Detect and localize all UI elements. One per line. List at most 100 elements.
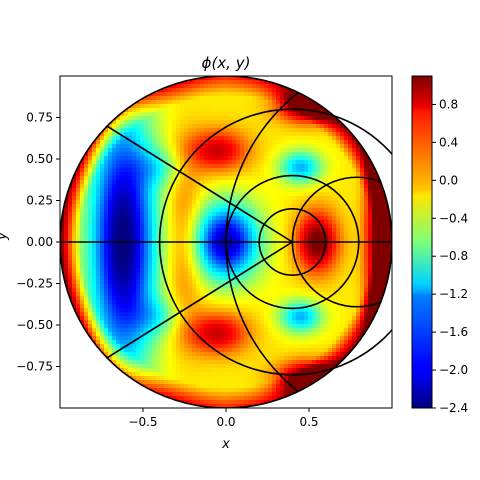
heatmap-cell: [196, 124, 201, 129]
heatmap-cell: [244, 312, 249, 317]
heatmap-cell: [108, 200, 113, 205]
heatmap-cell: [152, 160, 157, 165]
heatmap-cell: [152, 120, 157, 125]
heatmap-cell: [172, 92, 177, 97]
heatmap-cell: [84, 244, 89, 249]
heatmap-cell: [268, 176, 273, 181]
heatmap-cell: [220, 216, 225, 221]
heatmap-cell: [280, 344, 285, 349]
heatmap-cell: [72, 216, 77, 221]
heatmap-cell: [172, 108, 177, 113]
heatmap-cell: [96, 220, 101, 225]
heatmap-cell: [184, 400, 189, 405]
heatmap-cell: [112, 248, 117, 253]
heatmap-cell: [188, 184, 193, 189]
heatmap-cell: [184, 176, 189, 181]
heatmap-cell: [152, 260, 157, 265]
heatmap-cell: [92, 332, 97, 337]
heatmap-cell: [172, 100, 177, 105]
heatmap-cell: [156, 100, 161, 105]
heatmap-cell: [236, 148, 241, 153]
heatmap-cell: [204, 396, 209, 401]
heatmap-cell: [260, 104, 265, 109]
heatmap-cell: [168, 384, 173, 389]
heatmap-cell: [180, 120, 185, 125]
heatmap-cell: [192, 300, 197, 305]
heatmap-cell: [180, 352, 185, 357]
heatmap-cell: [68, 208, 73, 213]
heatmap-cell: [212, 136, 217, 141]
heatmap-cell: [220, 276, 225, 281]
heatmap-cell: [252, 132, 257, 137]
heatmap-cell: [160, 360, 165, 365]
heatmap-cell: [288, 152, 293, 157]
heatmap-cell: [184, 80, 189, 85]
heatmap-cell: [140, 236, 145, 241]
heatmap-cell: [96, 148, 101, 153]
heatmap-cell: [240, 140, 245, 145]
heatmap-cell: [272, 92, 277, 97]
heatmap-cell: [328, 284, 333, 289]
heatmap-cell: [80, 284, 85, 289]
heatmap-cell: [220, 192, 225, 197]
heatmap-cell: [328, 288, 333, 293]
heatmap-cell: [148, 304, 153, 309]
heatmap-cell: [244, 224, 249, 229]
heatmap-cell: [276, 88, 281, 93]
heatmap-cell: [280, 224, 285, 229]
heatmap-cell: [144, 124, 149, 129]
heatmap-cell: [244, 136, 249, 141]
heatmap-cell: [88, 160, 93, 165]
heatmap-cell: [264, 80, 269, 85]
heatmap-cell: [112, 260, 117, 265]
heatmap-cell: [252, 252, 257, 257]
heatmap-cell: [292, 380, 297, 385]
heatmap-cell: [168, 168, 173, 173]
heatmap-cell: [324, 192, 329, 197]
heatmap-cell: [152, 344, 157, 349]
heatmap-cell: [192, 340, 197, 345]
heatmap-cell: [160, 96, 165, 101]
heatmap-cell: [220, 396, 225, 401]
heatmap-cell: [296, 132, 301, 137]
heatmap-cell: [156, 260, 161, 265]
heatmap-cell: [132, 204, 137, 209]
heatmap-cell: [272, 264, 277, 269]
heatmap-cell: [328, 132, 333, 137]
heatmap-cell: [264, 292, 269, 297]
heatmap-cell: [300, 96, 305, 101]
heatmap-cell: [300, 268, 305, 273]
heatmap-cell: [144, 320, 149, 325]
heatmap-cell: [76, 256, 81, 261]
heatmap-cell: [180, 232, 185, 237]
heatmap-cell: [244, 200, 249, 205]
heatmap-cell: [272, 332, 277, 337]
heatmap-cell: [316, 372, 321, 377]
heatmap-cell: [168, 180, 173, 185]
heatmap-cell: [180, 288, 185, 293]
heatmap-cell: [116, 256, 121, 261]
heatmap-cell: [68, 288, 73, 293]
heatmap-cell: [108, 252, 113, 257]
heatmap-cell: [116, 244, 121, 249]
heatmap-cell: [160, 328, 165, 333]
heatmap-cell: [108, 168, 113, 173]
heatmap-cell: [324, 292, 329, 297]
heatmap-cell: [320, 212, 325, 217]
heatmap-cell: [76, 184, 81, 189]
heatmap-cell: [188, 100, 193, 105]
heatmap-cell: [268, 300, 273, 305]
heatmap-cell: [296, 160, 301, 165]
heatmap-cell: [172, 272, 177, 277]
heatmap-cell: [284, 200, 289, 205]
heatmap-cell: [196, 388, 201, 393]
heatmap-cell: [244, 100, 249, 105]
heatmap-cell: [332, 260, 337, 265]
heatmap-cell: [128, 360, 133, 365]
heatmap-cell: [252, 128, 257, 133]
heatmap-cell: [200, 336, 205, 341]
heatmap-cell: [288, 124, 293, 129]
heatmap-cell: [216, 192, 221, 197]
heatmap-cell: [272, 100, 277, 105]
heatmap-cell: [328, 184, 333, 189]
